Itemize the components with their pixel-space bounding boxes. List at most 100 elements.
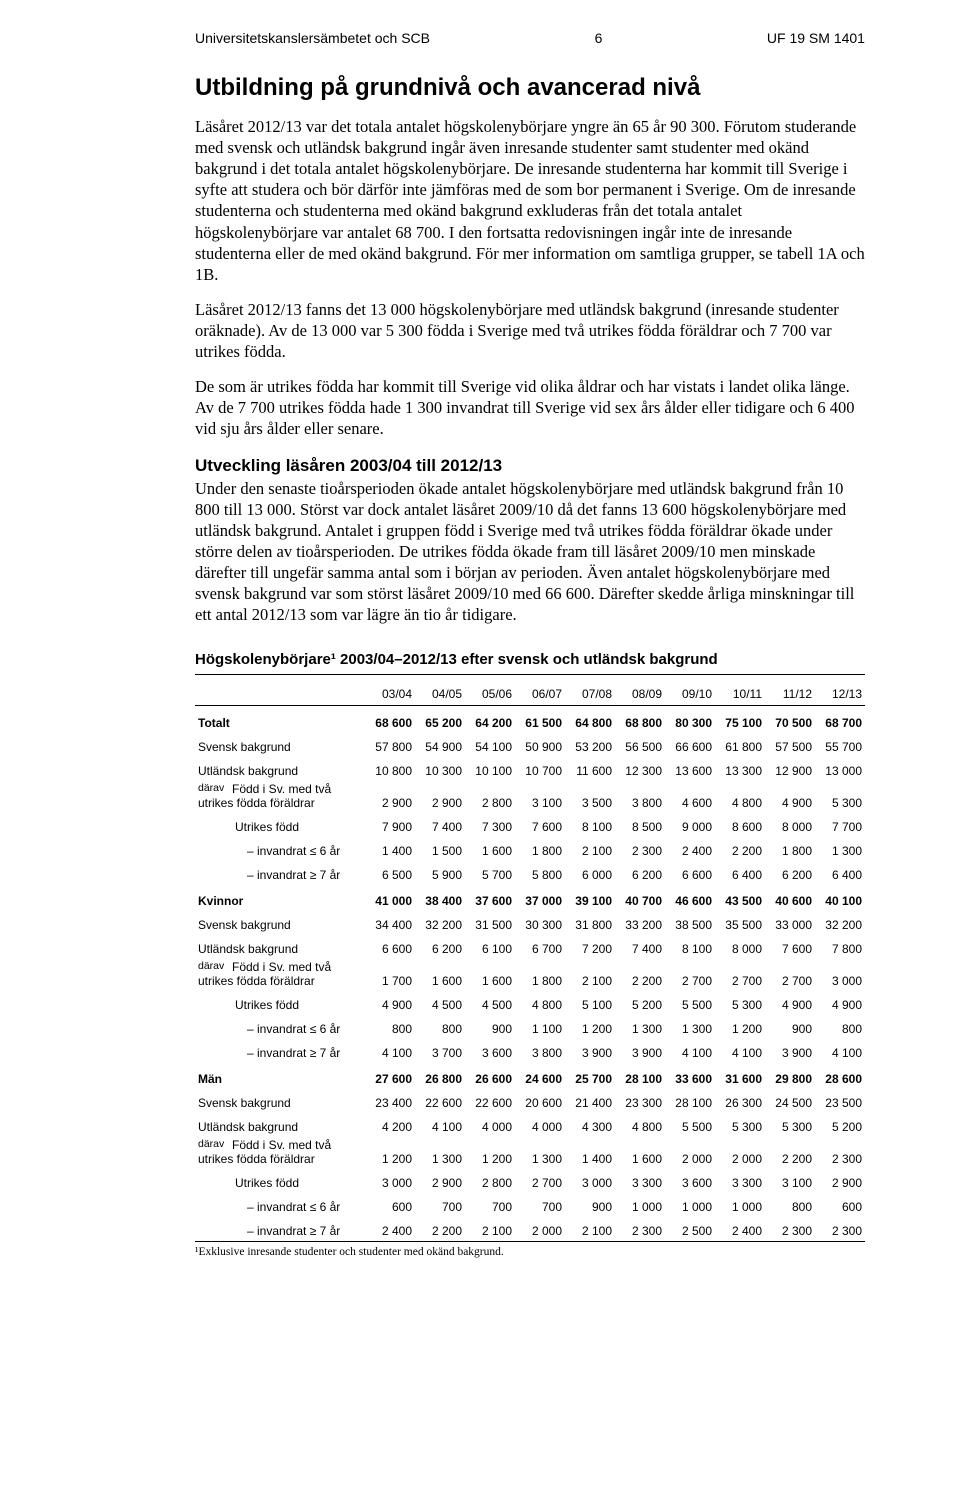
row-label: däravFödd i Sv. med två utrikes födda fö… [195,958,365,990]
table-row: däravFödd i Sv. med två utrikes födda fö… [195,958,865,990]
cell: 8 000 [715,934,765,958]
cell: 1 800 [515,836,565,860]
cell: 27 600 [365,1062,415,1088]
table-row: däravFödd i Sv. med två utrikes födda fö… [195,1136,865,1168]
cell: 3 800 [615,780,665,812]
row-label: – invandrat ≤ 6 år [195,1014,365,1038]
cell: 7 600 [765,934,815,958]
row-label: – invandrat ≥ 7 år [195,860,365,884]
cell: 33 000 [765,910,815,934]
cell: 2 100 [565,836,615,860]
cell: 1 200 [715,1014,765,1038]
cell: 40 600 [765,884,815,910]
cell: 80 300 [665,706,715,733]
cell: 1 500 [415,836,465,860]
col-year: 08/09 [615,675,665,706]
cell: 68 600 [365,706,415,733]
cell: 3 700 [415,1038,465,1062]
cell: 7 400 [615,934,665,958]
cell: 7 800 [815,934,865,958]
cell: 1 000 [615,1192,665,1216]
cell: 1 800 [765,836,815,860]
cell: 1 200 [365,1136,415,1168]
cell: 8 600 [715,812,765,836]
cell: 28 100 [615,1062,665,1088]
cell: 1 800 [515,958,565,990]
cell: 12 300 [615,756,665,780]
col-year: 09/10 [665,675,715,706]
cell: 700 [415,1192,465,1216]
cell: 7 300 [465,812,515,836]
cell: 55 700 [815,732,865,756]
cell: 5 200 [615,990,665,1014]
cell: 4 500 [465,990,515,1014]
cell: 38 400 [415,884,465,910]
cell: 25 700 [565,1062,615,1088]
cell: 56 500 [615,732,665,756]
cell: 1 400 [565,1136,615,1168]
cell: 2 000 [515,1216,565,1242]
cell: 6 700 [515,934,565,958]
row-label: Utländsk bakgrund [195,1112,365,1136]
cell: 6 200 [765,860,815,884]
col-year: 06/07 [515,675,565,706]
cell: 3 900 [765,1038,815,1062]
cell: 2 300 [765,1216,815,1242]
cell: 54 900 [415,732,465,756]
cell: 24 500 [765,1088,815,1112]
table-row: Kvinnor41 00038 40037 60037 00039 10040 … [195,884,865,910]
cell: 26 600 [465,1062,515,1088]
cell: 3 100 [515,780,565,812]
paragraph-1: Läsåret 2012/13 var det totala antalet h… [195,116,865,285]
cell: 1 300 [665,1014,715,1038]
cell: 2 300 [815,1136,865,1168]
table-row: Utländsk bakgrund10 80010 30010 10010 70… [195,756,865,780]
paragraph-4: Under den senaste tioårsperioden ökade a… [195,478,865,626]
cell: 2 800 [465,1168,515,1192]
cell: 3 600 [665,1168,715,1192]
cell: 5 800 [515,860,565,884]
cell: 7 700 [815,812,865,836]
cell: 61 500 [515,706,565,733]
cell: 2 900 [815,1168,865,1192]
cell: 32 200 [415,910,465,934]
cell: 2 200 [715,836,765,860]
cell: 1 200 [465,1136,515,1168]
cell: 2 200 [765,1136,815,1168]
cell: 31 800 [565,910,615,934]
cell: 4 900 [765,990,815,1014]
cell: 6 500 [365,860,415,884]
cell: 28 600 [815,1062,865,1088]
cell: 68 700 [815,706,865,733]
table-row: Svensk bakgrund34 40032 20031 50030 3003… [195,910,865,934]
row-label: – invandrat ≥ 7 år [195,1038,365,1062]
cell: 7 600 [515,812,565,836]
table-row: – invandrat ≥ 7 år4 1003 7003 6003 8003 … [195,1038,865,1062]
table-row: däravFödd i Sv. med två utrikes födda fö… [195,780,865,812]
row-label: Utrikes född [195,990,365,1014]
cell: 3 300 [615,1168,665,1192]
row-label: Svensk bakgrund [195,732,365,756]
cell: 4 100 [665,1038,715,1062]
cell: 3 000 [565,1168,615,1192]
cell: 4 000 [515,1112,565,1136]
cell: 2 000 [665,1136,715,1168]
cell: 35 500 [715,910,765,934]
cell: 50 900 [515,732,565,756]
cell: 30 300 [515,910,565,934]
cell: 26 300 [715,1088,765,1112]
cell: 70 500 [765,706,815,733]
cell: 68 800 [615,706,665,733]
table-row: – invandrat ≤ 6 år8008009001 1001 2001 3… [195,1014,865,1038]
cell: 8 000 [765,812,815,836]
cell: 34 400 [365,910,415,934]
cell: 43 500 [715,884,765,910]
cell: 700 [465,1192,515,1216]
cell: 2 800 [465,780,515,812]
cell: 5 100 [565,990,615,1014]
table-header-row: 03/04 04/05 05/06 06/07 07/08 08/09 09/1… [195,675,865,706]
paragraph-3: De som är utrikes födda har kommit till … [195,376,865,439]
cell: 3 800 [515,1038,565,1062]
cell: 2 700 [715,958,765,990]
cell: 41 000 [365,884,415,910]
